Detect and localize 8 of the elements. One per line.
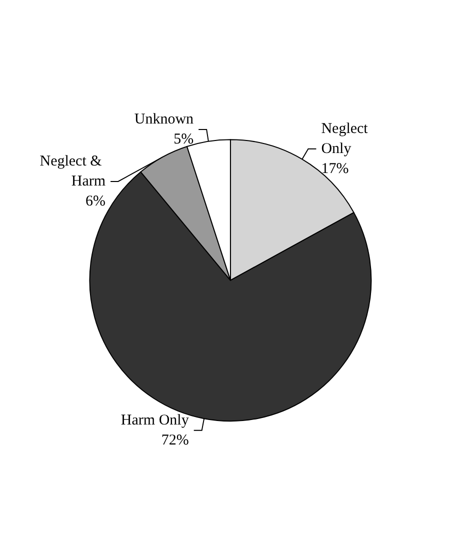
- data-label: 6%: [86, 193, 106, 210]
- data-label: 5%: [174, 131, 194, 148]
- slice-label: Harm Only: [120, 412, 190, 428]
- data-label: 72%: [161, 432, 189, 448]
- slice-label: Neglect & Harm: [40, 153, 106, 190]
- slice-label: Neglect Only: [321, 120, 372, 157]
- data-label: 17%: [321, 160, 349, 177]
- slice-label: Unknown: [134, 111, 194, 128]
